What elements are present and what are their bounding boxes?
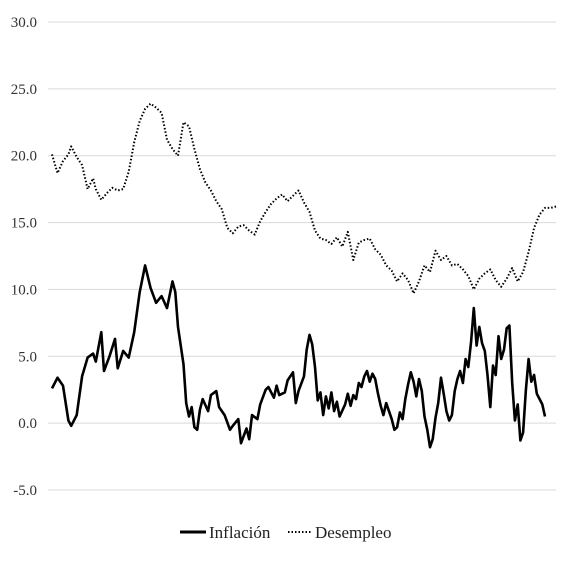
plot-area xyxy=(50,102,557,449)
series-line-desempleo xyxy=(51,102,557,295)
y-tick-label: 25.0 xyxy=(11,82,37,98)
legend-label-inflacion: Inflación xyxy=(209,523,271,542)
grid-lines xyxy=(48,21,556,491)
y-tick-label: 20.0 xyxy=(11,149,37,165)
series-line-inflacion xyxy=(50,264,547,449)
y-tick-label: 0.0 xyxy=(18,416,37,432)
y-tick-label: 10.0 xyxy=(11,282,37,298)
y-axis-tick-labels: 30.0 25.0 20.0 15.0 10.0 5.0 0.0 -5.0 xyxy=(11,15,37,499)
y-tick-label: -5.0 xyxy=(13,483,37,499)
legend: Inflación Desempleo xyxy=(180,523,391,542)
y-tick-label: 30.0 xyxy=(11,15,37,31)
legend-label-desempleo: Desempleo xyxy=(315,523,391,542)
y-tick-label: 15.0 xyxy=(11,216,37,232)
y-tick-label: 5.0 xyxy=(18,349,37,365)
